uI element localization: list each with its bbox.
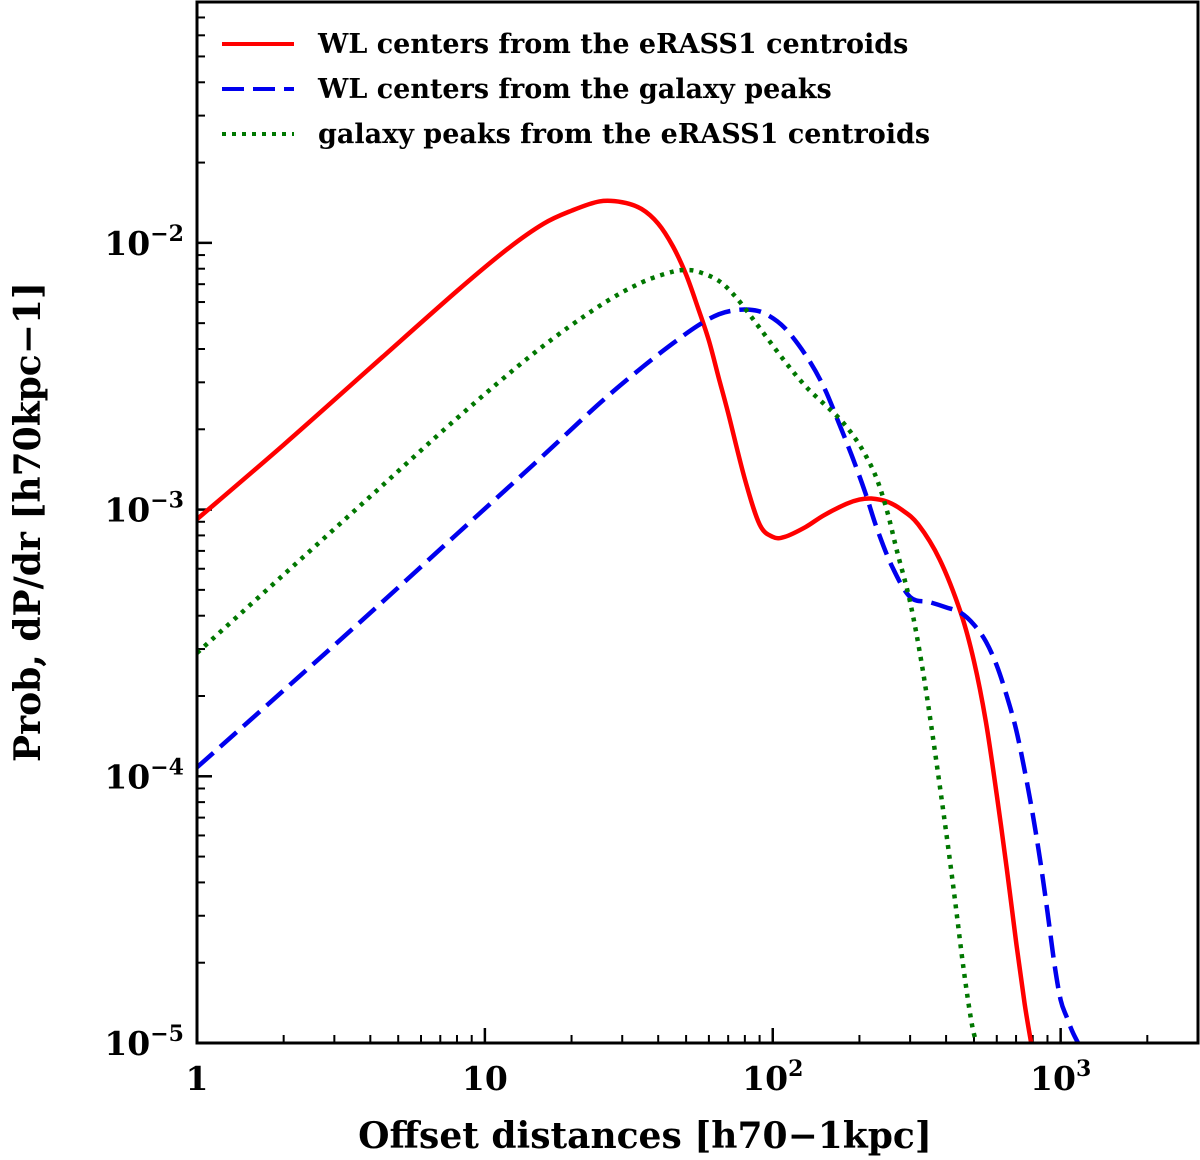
series-layer	[197, 198, 1081, 1043]
legend-label-0: WL centers from the eRASS1 centroids	[317, 29, 908, 60]
x-tick-exp: 2	[788, 1056, 803, 1082]
y-tick-base: 10	[104, 1024, 150, 1063]
x-tick-exp: 3	[1076, 1056, 1091, 1082]
y-tick-exp: −5	[150, 1021, 184, 1047]
x-tick-labels: 1 10 102 103	[186, 1056, 1092, 1098]
y-major-ticks	[197, 241, 212, 1045]
series-line-2	[197, 267, 979, 1043]
x-tick-label: 10	[462, 1059, 508, 1098]
y-tick-label: 10−4	[104, 754, 184, 796]
y-tick-base: 10	[104, 224, 150, 263]
y-tick-base: 10	[104, 491, 150, 530]
series-line-1	[197, 307, 1081, 1043]
y-axis-title-unit: dP/dr [h70kpc−1]	[7, 282, 49, 642]
legend-label-2: galaxy peaks from the eRASS1 centroids	[318, 119, 930, 150]
y-axis-title-text: Prob,	[7, 642, 49, 762]
legend-label-1: WL centers from the galaxy peaks	[317, 74, 832, 105]
y-tick-exp: −4	[150, 754, 184, 780]
y-tick-label: 10−2	[104, 221, 184, 263]
y-axis-title: Prob, dP/dr [h70kpc−1]	[7, 282, 49, 762]
x-axis-title-text: Offset distances	[358, 1115, 694, 1157]
y-tick-label: 10−3	[104, 488, 184, 530]
x-tick-base: 10	[742, 1059, 788, 1098]
x-major-ticks	[195, 1028, 1062, 1043]
x-tick-label: 1	[186, 1059, 209, 1098]
x-axis-title-unit: [h70−1kpc]	[694, 1115, 932, 1157]
x-axis-title: Offset distances [h70−1kpc]	[358, 1115, 932, 1157]
plot-frame	[195, 0, 1200, 1045]
legend: WL centers from the eRASS1 centroids WL …	[222, 29, 930, 150]
y-tick-label: 10−5	[104, 1021, 184, 1063]
x-tick-base: 10	[1030, 1059, 1076, 1098]
series-line-0	[197, 198, 1034, 1043]
y-tick-labels: 10−210−310−410−5	[104, 221, 184, 1063]
y-tick-base: 10	[104, 757, 150, 796]
y-tick-exp: −3	[150, 488, 184, 514]
y-tick-exp: −2	[150, 221, 184, 247]
x-tick-label: 102	[742, 1056, 803, 1098]
x-tick-label: 103	[1030, 1056, 1091, 1098]
